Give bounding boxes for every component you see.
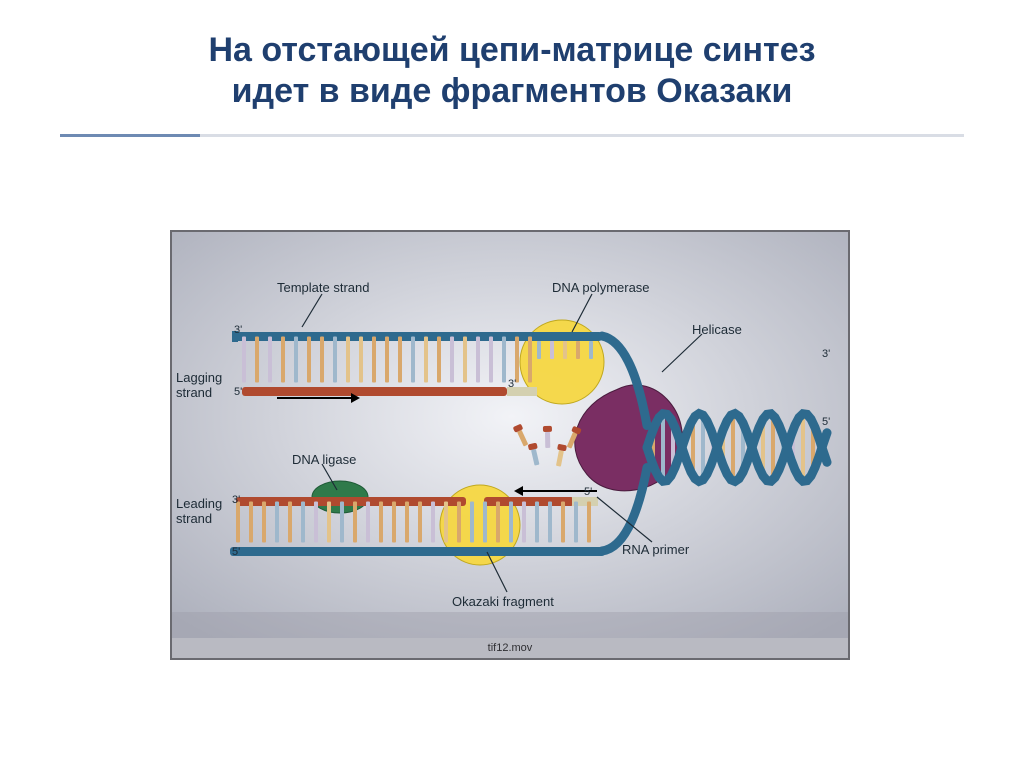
title-underline [60,134,964,137]
label-rna-primer: RNA primer [622,542,689,557]
strand-end-4: 5' [232,546,240,558]
label-helicase: Helicase [692,322,742,337]
strand-end-6: 3' [822,348,830,360]
strand-end-5: 5' [584,486,592,498]
label-leading-strand: Leadingstrand [176,496,222,526]
strand-end-7: 5' [822,416,830,428]
diagram-canvas: Template strand DNA polymerase Helicase Lag… [172,232,848,658]
label-okazaki-fragment: Okazaki fragment [452,594,554,609]
diagram-footer: tif12.mov [172,638,848,658]
strand-end-3: 3' [232,494,240,506]
label-dna-polymerase: DNA polymerase [552,280,650,295]
direction-arrow-0 [277,397,352,399]
label-dna-ligase: DNA ligase [292,452,356,467]
slide-container: На отстающей цепи-матрице синтез идет в … [0,0,1024,768]
strand-end-0: 3' [234,324,242,336]
label-lagging-strand: Laggingstrand [176,370,222,400]
title-line-1: На отстающей цепи-матрице синтез [208,31,815,69]
strand-end-1: 5' [234,386,242,398]
title-line-2: идет в виде фрагментов Оказаки [232,72,793,110]
slide-title: На отстающей цепи-матрице синтез идет в … [0,0,1024,122]
label-template-strand: Template strand [277,280,370,295]
underline-seg-2 [200,134,964,137]
footer-filename: tif12.mov [488,642,533,654]
strand-end-2: 3' [508,378,516,390]
diagram-frame: Template strand DNA polymerase Helicase Lag… [170,230,850,660]
underline-seg-1 [60,134,200,137]
